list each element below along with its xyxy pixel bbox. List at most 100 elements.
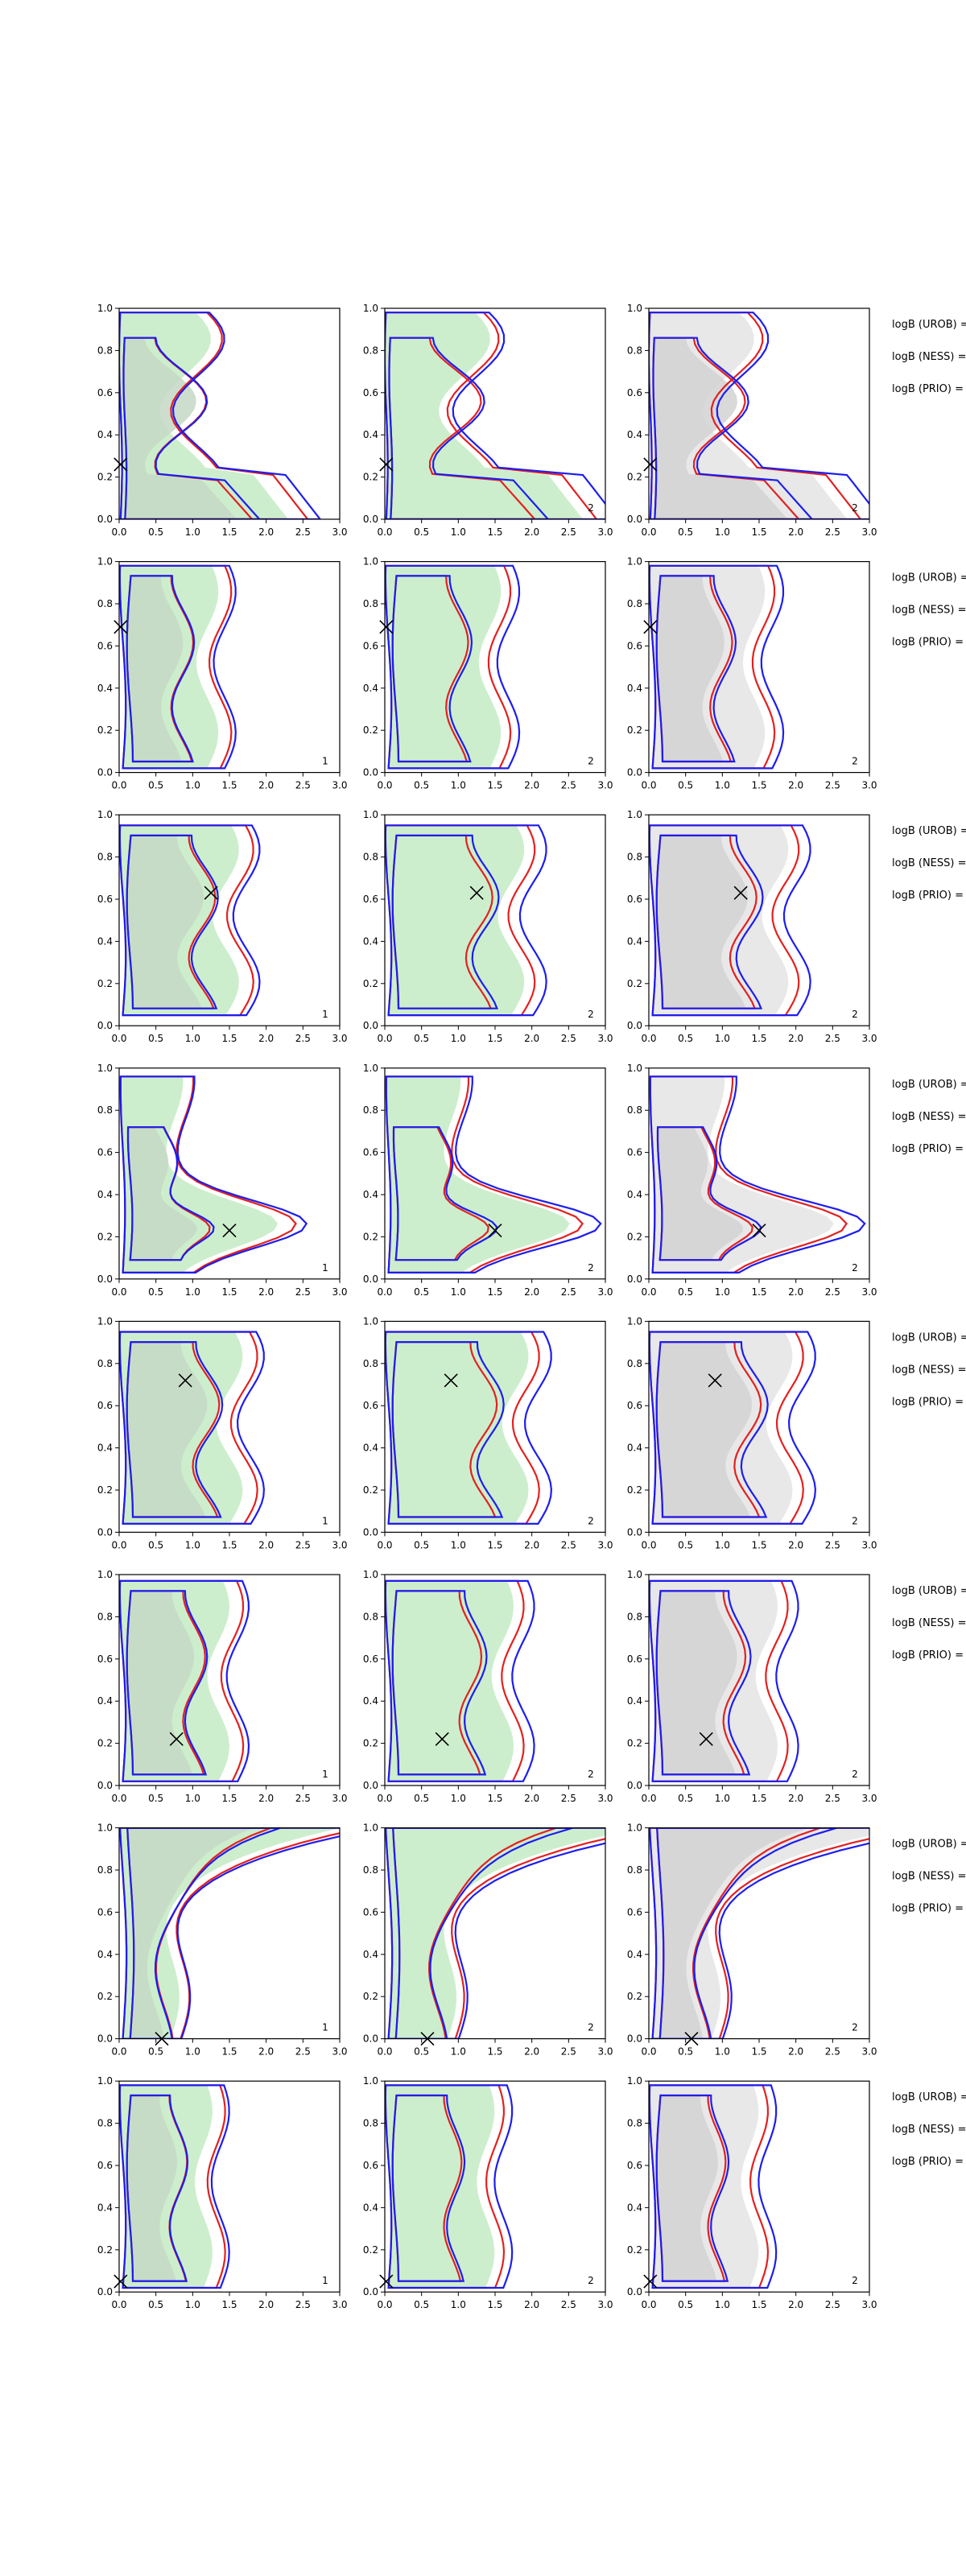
x-tick-label: 3.0 bbox=[597, 1539, 613, 1550]
y-tick-label: 0.4 bbox=[97, 1443, 113, 1454]
panel-contours bbox=[119, 1331, 266, 1525]
blue-contour-outer bbox=[119, 2084, 230, 2289]
y-tick-label: 0.6 bbox=[363, 1147, 378, 1158]
x-tick-label: 3.0 bbox=[332, 2299, 347, 2310]
blue-contour-outer bbox=[119, 1075, 308, 1274]
y-tick-label: 0.2 bbox=[627, 724, 642, 736]
side-label: logB (PRIO) = bbox=[892, 1396, 964, 1408]
green-fill-outer bbox=[385, 1580, 514, 1781]
panel-corner-label: 2 bbox=[852, 756, 858, 767]
x-tick-label: 0.0 bbox=[377, 1033, 392, 1044]
x-tick-label: 1.0 bbox=[451, 1793, 466, 1804]
row-3: 0.0 0.5 1.0 1.5 2.0 2.5 3.0 0.0 0.2 0.4 0.6 0.8 1.0 1… bbox=[97, 809, 966, 1044]
x-tick-label: 2.5 bbox=[295, 1033, 311, 1044]
x-tick-label: 0.0 bbox=[641, 1286, 656, 1298]
x-tick-label: 3.0 bbox=[597, 2046, 613, 2058]
x-tick-label: 0.5 bbox=[414, 2299, 429, 2310]
panel-corner-label: 2 bbox=[852, 1769, 858, 1780]
y-tick-label: 0.0 bbox=[97, 1020, 113, 1031]
panel-r1-c2: 0.0 0.5 1.0 1.5 2.0 2.5 3.0 0.0 0.2 0.4 0.6 0.8 1.0 2 bbox=[363, 303, 613, 538]
y-tick-label: 0.8 bbox=[627, 345, 642, 356]
panel-contours bbox=[119, 824, 261, 1017]
green-fill-outer bbox=[385, 1331, 529, 1524]
panel-contours bbox=[385, 824, 547, 1017]
side-label: logB (PRIO) = bbox=[892, 1649, 964, 1662]
x-tick-label: 0.5 bbox=[148, 1033, 163, 1044]
x-tick-label: 0.5 bbox=[678, 780, 693, 791]
x-tick-label: 0.0 bbox=[377, 1539, 392, 1550]
y-tick-label: 0.4 bbox=[363, 935, 378, 947]
green-fill-outer bbox=[385, 2085, 495, 2288]
x-tick-label: 2.5 bbox=[295, 1793, 311, 1804]
panel-r7-c3: 0.0 0.5 1.0 1.5 2.0 2.5 3.0 0.0 0.2 0.4 0.6 0.8 1.0 2 bbox=[627, 1823, 877, 2058]
row-7: 0.0 0.5 1.0 1.5 2.0 2.5 3.0 0.0 0.2 0.4 0.6 0.8 1.0 1… bbox=[97, 1823, 966, 2058]
y-tick-label: 0.8 bbox=[363, 598, 378, 609]
x-tick-label: 2.5 bbox=[561, 1033, 576, 1044]
x-tick-label: 3.0 bbox=[332, 2046, 347, 2058]
green-fill-outer bbox=[386, 1827, 605, 2039]
y-tick-label: 0.8 bbox=[363, 1611, 378, 1622]
x-tick-label: 2.0 bbox=[524, 780, 539, 791]
grey-fill-inner bbox=[656, 1591, 737, 1775]
panel-contours bbox=[119, 564, 237, 770]
panel-r5-c3: 0.0 0.5 1.0 1.5 2.0 2.5 3.0 0.0 0.2 0.4 0.6 0.8 1.0 2 bbox=[627, 1315, 877, 1550]
side-label: logB (UROB) = bbox=[892, 1079, 966, 1091]
panel-r6-c2: 0.0 0.5 1.0 1.5 2.0 2.5 3.0 0.0 0.2 0.4 0.6 0.8 1.0 2 bbox=[363, 1569, 613, 1804]
x-tick-label: 2.5 bbox=[825, 2299, 840, 2310]
x-tick-label: 2.0 bbox=[258, 780, 274, 791]
blue-contour-outer bbox=[119, 1579, 250, 1782]
panel-corner-label: 2 bbox=[588, 756, 594, 767]
x-tick-label: 0.5 bbox=[678, 1033, 693, 1044]
x-tick-label: 3.0 bbox=[861, 2046, 877, 2058]
y-tick-label: 0.4 bbox=[627, 2202, 642, 2213]
x-tick-label: 1.0 bbox=[185, 1033, 200, 1044]
blue-contour-outer bbox=[649, 564, 785, 770]
x-tick-label: 0.0 bbox=[377, 1286, 392, 1298]
side-label: logB (UROB) = bbox=[892, 319, 966, 331]
panel-contours bbox=[385, 2084, 514, 2289]
x-tick-label: 1.0 bbox=[715, 1539, 730, 1550]
y-tick-label: 0.2 bbox=[363, 1484, 378, 1496]
x-tick-label: 2.5 bbox=[825, 780, 840, 791]
panel-r5-c1: 0.0 0.5 1.0 1.5 2.0 2.5 3.0 0.0 0.2 0.4 0.6 0.8 1.0 1 bbox=[97, 1315, 348, 1550]
panel-r8-c2: 0.0 0.5 1.0 1.5 2.0 2.5 3.0 0.0 0.2 0.4 0.6 0.8 1.0 2 bbox=[363, 2075, 613, 2310]
x-tick-label: 2.5 bbox=[825, 526, 840, 538]
blue-contour-inner bbox=[126, 834, 219, 1009]
x-tick-label: 2.0 bbox=[524, 1286, 539, 1298]
y-tick-label: 0.8 bbox=[363, 1358, 378, 1369]
x-tick-label: 0.0 bbox=[641, 1539, 656, 1550]
grey-fill-inner bbox=[656, 835, 748, 1009]
blue-contour-inner bbox=[656, 1126, 762, 1261]
side-label: logB (NESS) = bbox=[892, 1617, 966, 1629]
grey-fill-inner bbox=[657, 1827, 809, 2039]
y-tick-label: 0.6 bbox=[97, 1906, 113, 1918]
x-tick-label: 1.0 bbox=[451, 1286, 466, 1298]
x-tick-label: 0.0 bbox=[111, 1539, 126, 1550]
grey-fill-inner bbox=[658, 1127, 744, 1261]
y-tick-label: 0.6 bbox=[627, 894, 642, 905]
x-tick-label: 0.5 bbox=[148, 2299, 163, 2310]
x-tick-label: 1.0 bbox=[715, 1033, 730, 1044]
blue-contour-outer bbox=[385, 1075, 602, 1274]
x-tick-label: 1.5 bbox=[221, 526, 237, 538]
x-tick-label: 0.5 bbox=[148, 1793, 163, 1804]
y-tick-label: 0.8 bbox=[627, 1358, 642, 1369]
x-tick-label: 1.0 bbox=[185, 2299, 200, 2310]
y-tick-label: 0.6 bbox=[363, 894, 378, 905]
y-tick-label: 0.2 bbox=[97, 2244, 113, 2256]
x-tick-label: 1.5 bbox=[751, 1793, 766, 1804]
x-tick-label: 1.5 bbox=[487, 1286, 502, 1298]
panel-corner-label: 1 bbox=[322, 1009, 328, 1020]
x-tick-label: 0.0 bbox=[377, 1793, 392, 1804]
x-tick-label: 2.0 bbox=[524, 2046, 539, 2058]
panel-corner-label: 2 bbox=[588, 2275, 594, 2286]
y-tick-label: 0.6 bbox=[363, 2160, 378, 2171]
y-tick-label: 0.2 bbox=[627, 472, 642, 483]
panel-corner-label: 2 bbox=[852, 502, 858, 514]
marker-x bbox=[488, 1223, 502, 1238]
x-tick-label: 2.5 bbox=[295, 1286, 311, 1298]
x-tick-label: 2.0 bbox=[258, 2046, 274, 2058]
green-fill-inner bbox=[126, 835, 204, 1009]
side-label: logB (NESS) = bbox=[892, 1364, 966, 1376]
y-tick-label: 0.2 bbox=[627, 1484, 642, 1496]
